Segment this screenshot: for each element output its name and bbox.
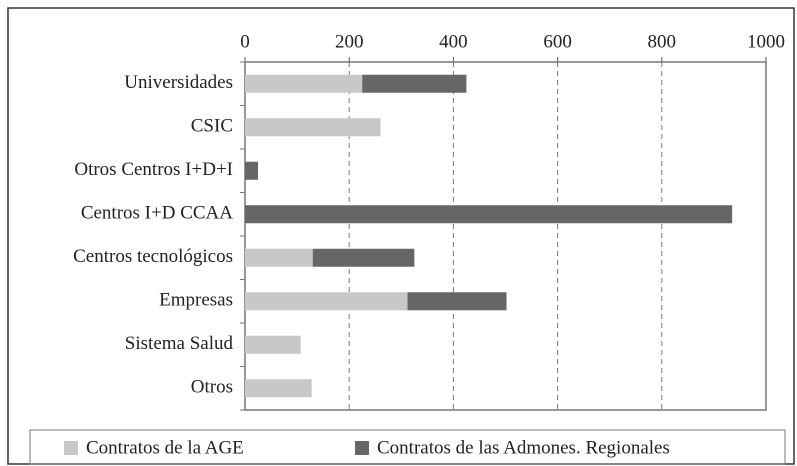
bar (245, 335, 301, 354)
bar (245, 248, 313, 267)
x-tick-label: 200 (335, 31, 364, 52)
plot-area (244, 61, 767, 411)
x-tick-label: 400 (439, 31, 468, 52)
y-tick-label: Centros I+D CCAA (81, 203, 233, 224)
bar (245, 205, 733, 224)
bar (245, 74, 363, 93)
y-tick-label: Universidades (124, 72, 233, 93)
bar (245, 292, 408, 311)
y-tick-label: Sistema Salud (125, 333, 234, 354)
x-tick-label: 0 (240, 31, 250, 52)
legend-label: Contratos de la AGE (86, 437, 244, 458)
legend-swatch (64, 441, 78, 455)
bar (245, 118, 381, 137)
legend-box (29, 429, 786, 465)
bar (312, 248, 415, 267)
legend-label: Contratos de las Admones. Regionales (377, 437, 670, 458)
bar (407, 292, 507, 311)
x-tick-label: 600 (543, 31, 572, 52)
legend-swatch (355, 441, 369, 455)
y-tick-label: Otros Centros I+D+I (74, 159, 233, 180)
y-tick-label: Otros (191, 377, 233, 398)
bar (362, 74, 467, 93)
bar (245, 379, 312, 398)
x-tick-label: 800 (648, 31, 677, 52)
y-tick-label: CSIC (191, 116, 233, 137)
x-tick-label: 1000 (747, 31, 785, 52)
y-tick-label: Empresas (159, 290, 233, 311)
y-tick-label: Centros tecnológicos (73, 246, 233, 267)
bar (245, 161, 259, 180)
